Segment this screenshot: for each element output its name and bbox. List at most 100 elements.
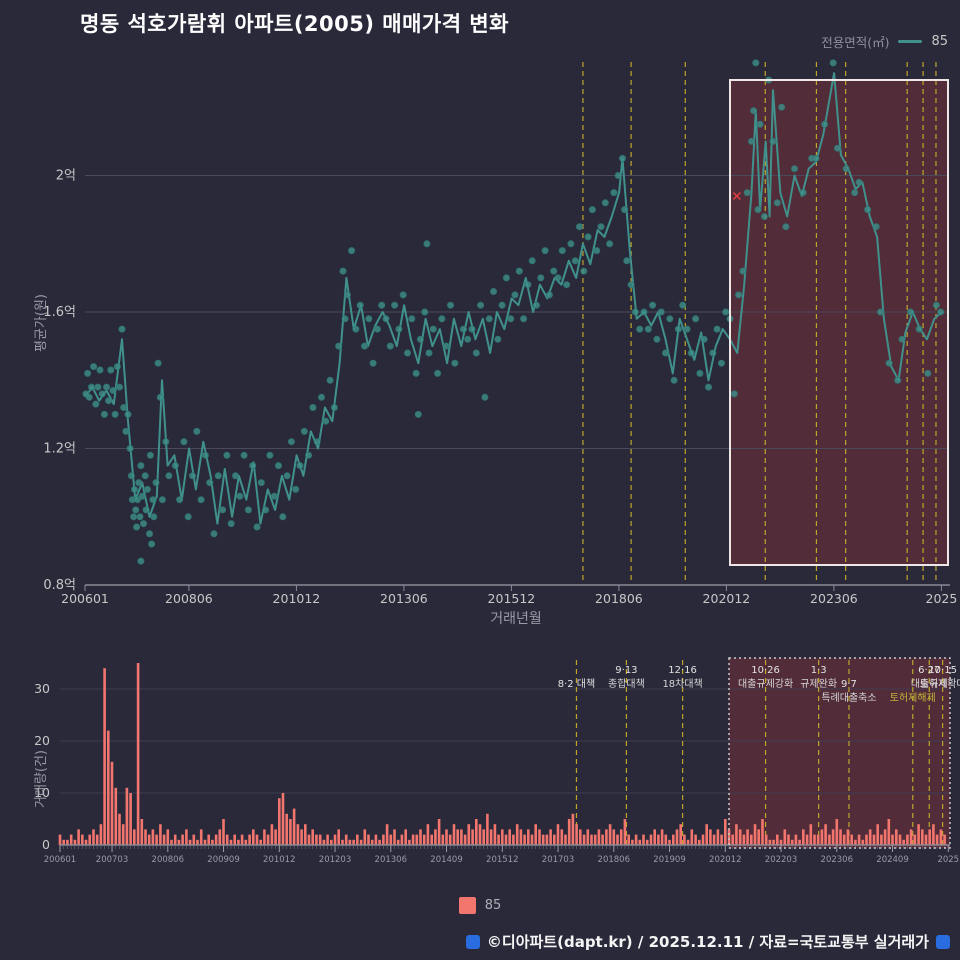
volume-bar <box>935 834 939 845</box>
policy-date-label: 12·16 <box>668 665 697 676</box>
volume-bar <box>66 839 69 845</box>
volume-x-tick-label: 201909 <box>653 855 685 865</box>
volume-bar <box>790 839 794 845</box>
scatter-point <box>391 301 399 309</box>
scatter-point <box>94 383 102 391</box>
volume-axis-title: 거래량(건) <box>34 750 49 808</box>
scatter-point <box>227 520 235 528</box>
volume-bar <box>764 834 768 845</box>
price-x-tick-label: 200806 <box>165 591 213 606</box>
volume-bar <box>820 829 824 845</box>
volume-bar <box>73 839 77 845</box>
scatter-point <box>236 492 244 500</box>
scatter-point <box>165 472 173 480</box>
volume-bar <box>337 829 340 845</box>
volume-bar <box>434 829 437 845</box>
policy-desc-label: 특례대출축소 <box>821 692 876 704</box>
legend-bottom-area-item[interactable]: 85 <box>0 897 960 914</box>
volume-bar <box>828 834 831 845</box>
volume-bar <box>430 834 433 845</box>
volume-bar <box>330 839 333 845</box>
scatter-point <box>249 462 257 470</box>
volume-bar <box>523 834 526 845</box>
scatter-point <box>146 451 154 459</box>
volume-bar <box>266 834 270 845</box>
scatter-point <box>829 59 837 67</box>
scatter-point <box>292 485 300 493</box>
volume-bar <box>794 834 798 845</box>
scatter-point <box>752 59 760 67</box>
volume-bar <box>62 839 65 845</box>
volume-bar <box>382 834 385 845</box>
volume-bar <box>906 834 909 845</box>
price-x-tick-label: 201512 <box>488 591 536 606</box>
legend-top-area-item[interactable]: 전용면적(㎡) 85 <box>821 32 948 51</box>
volume-bar <box>664 834 668 845</box>
volume-bar <box>753 824 757 845</box>
volume-bar <box>486 813 489 845</box>
scatter-point <box>148 540 156 548</box>
price-axis-title: 평균가(원) <box>34 294 49 352</box>
teal-line-swatch-icon <box>898 40 923 43</box>
volume-y-tick-label: 30 <box>34 681 50 696</box>
outlier-x-marker <box>732 191 741 201</box>
volume-bar <box>281 793 285 845</box>
volume-bar <box>854 839 857 845</box>
volume-bar <box>478 824 482 845</box>
volume-bar <box>679 824 682 845</box>
scatter-point <box>399 291 407 299</box>
policy-desc-label: 토허제확대 <box>920 678 960 690</box>
scatter-point <box>130 485 138 493</box>
scatter-point <box>799 189 807 197</box>
volume-bar <box>545 834 549 845</box>
volume-bar <box>374 834 378 845</box>
volume-bar <box>556 824 560 845</box>
policy-date-label: 9·13 <box>615 665 637 676</box>
scatter-point <box>296 462 304 470</box>
scatter-point <box>124 410 132 418</box>
volume-bar <box>593 834 597 845</box>
volume-bar <box>173 834 177 845</box>
scatter-point <box>305 451 313 459</box>
volume-bar <box>694 834 697 845</box>
volume-bar <box>84 839 88 845</box>
volume-x-tick-label: 201703 <box>542 855 574 865</box>
volume-bar <box>579 829 582 845</box>
scatter-point <box>769 137 777 145</box>
volume-bar <box>292 808 296 845</box>
scatter-point <box>92 400 100 408</box>
volume-bar <box>887 819 891 845</box>
scatter-point <box>356 301 364 309</box>
scatter-point <box>244 506 252 514</box>
volume-bar <box>356 834 359 845</box>
volume-bar <box>690 829 694 845</box>
volume-x-tick-label: 201203 <box>319 855 351 865</box>
volume-bar <box>393 829 396 845</box>
scatter-point <box>717 359 725 367</box>
scatter-point <box>118 325 126 333</box>
scatter-point <box>378 301 386 309</box>
volume-bar <box>560 829 564 845</box>
scatter-point <box>100 410 108 418</box>
volume-bar <box>270 824 274 845</box>
volume-y-tick-label: 20 <box>34 733 50 748</box>
volume-bar <box>181 834 184 845</box>
volume-bar <box>772 839 775 845</box>
scatter-point <box>834 144 842 152</box>
volume-bar <box>638 839 642 845</box>
scatter-point <box>137 462 145 470</box>
volume-bar <box>538 829 541 845</box>
scatter-point <box>563 281 571 289</box>
volume-bar <box>868 829 872 845</box>
volume-bar <box>668 839 671 845</box>
volume-bar <box>426 824 430 845</box>
scatter-point <box>750 107 758 115</box>
volume-bar <box>541 834 545 845</box>
price-x-tick-label: 202012 <box>703 591 751 606</box>
price-x-tick-label: 200601 <box>61 591 109 606</box>
volume-bar <box>170 839 173 845</box>
scatter-point <box>150 513 158 521</box>
price-x-tick-label: 201012 <box>273 591 321 606</box>
scatter-point <box>408 315 416 323</box>
scatter-point <box>520 315 528 323</box>
